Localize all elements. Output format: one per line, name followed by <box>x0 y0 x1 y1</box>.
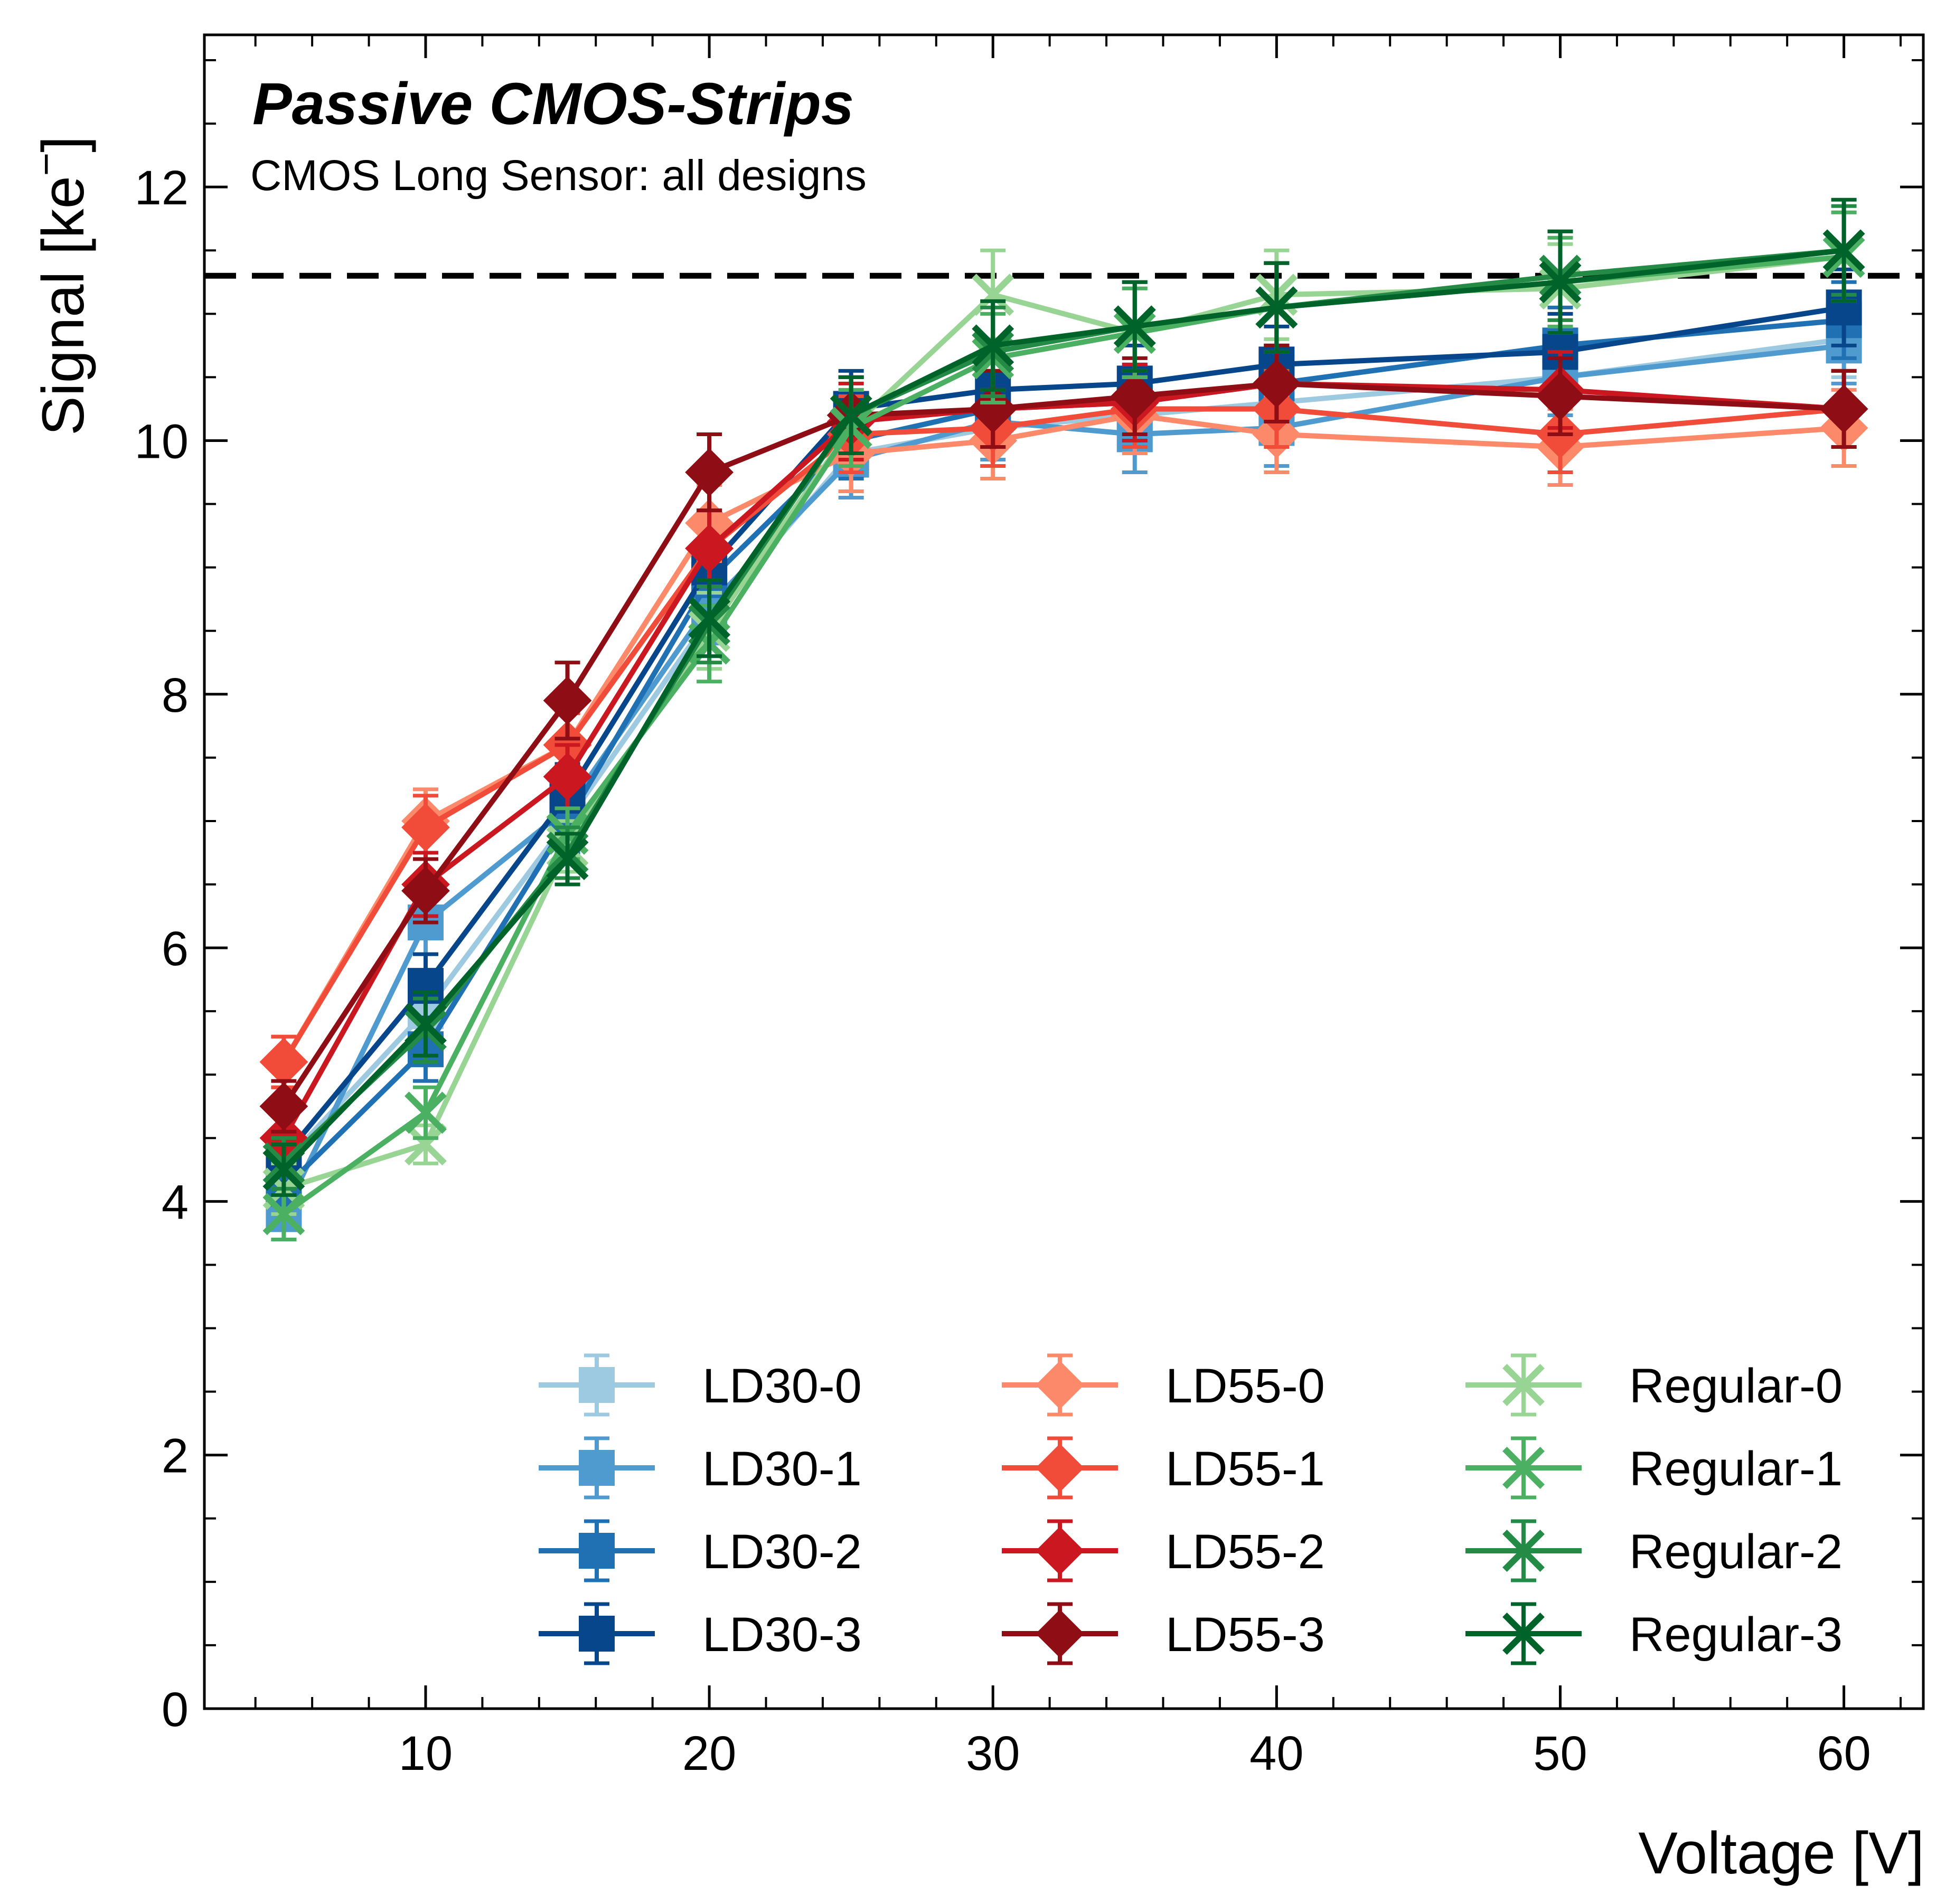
legend-entry-LD55-1: LD55-1 <box>1002 1436 1325 1500</box>
legend-entry-LD55-3: LD55-3 <box>1002 1602 1325 1665</box>
x-marker-stroke <box>546 838 589 880</box>
legend-label: LD55-2 <box>1166 1525 1325 1579</box>
chart-title: Passive CMOS-Strips <box>252 71 854 137</box>
diamond-marker <box>1819 384 1868 433</box>
plot-frame <box>203 33 1925 1710</box>
x-tick-label: 50 <box>1533 1727 1587 1780</box>
x-marker-stroke <box>262 1193 305 1236</box>
series-line <box>281 412 1844 1063</box>
legend-entry-LD55-2: LD55-2 <box>1002 1519 1325 1582</box>
x-tick-label: 40 <box>1249 1727 1303 1780</box>
y-tick-label: 10 <box>135 414 189 468</box>
series-line <box>281 406 1845 1063</box>
x-tick-label: 30 <box>966 1727 1020 1780</box>
legend-entry-Regular-2: Regular-2 <box>1465 1519 1843 1582</box>
x-marker-stroke <box>1255 286 1298 329</box>
x-axis-label: Voltage [V] <box>1638 1820 1924 1886</box>
legend-entry-Regular-3: Regular-3 <box>1465 1602 1843 1665</box>
axis-tick-labels: 10 20 30 40 50 60 0 2 4 6 8 10 12 <box>135 161 1871 1780</box>
legend-entry-LD30-1: LD30-1 <box>539 1436 862 1500</box>
x-marker-stroke <box>1822 229 1865 272</box>
legend-label: Regular-1 <box>1629 1442 1843 1496</box>
diamond-marker <box>1110 372 1159 421</box>
x-marker-stroke <box>688 597 731 639</box>
x-marker-stroke <box>1502 1613 1545 1655</box>
series-line <box>281 343 1845 1215</box>
x-marker-stroke <box>405 1003 447 1045</box>
x-tick-label: 20 <box>682 1727 736 1780</box>
diamond-marker <box>1036 1444 1084 1492</box>
x-tick-label: 10 <box>399 1727 453 1780</box>
x-marker-stroke <box>972 324 1014 367</box>
legend-entry-LD30-3: LD30-3 <box>539 1602 862 1665</box>
x-marker-stroke <box>1539 261 1582 304</box>
diamond-marker <box>1536 372 1585 421</box>
legend-label: LD55-0 <box>1166 1359 1325 1413</box>
legend-label: LD30-1 <box>702 1442 862 1496</box>
legend-label: Regular-0 <box>1629 1359 1843 1413</box>
x-marker-stroke <box>1502 1447 1545 1489</box>
y-tick-label: 2 <box>162 1429 189 1483</box>
series-layer <box>259 197 1868 1241</box>
legend-label: LD55-3 <box>1166 1608 1325 1662</box>
x-tick-label: 60 <box>1817 1727 1871 1780</box>
diamond-marker <box>259 1038 308 1087</box>
square-marker <box>579 1367 615 1403</box>
y-axis-label: Signal [ke−] <box>24 136 96 436</box>
legend-entry-Regular-1: Regular-1 <box>1465 1436 1843 1500</box>
x-marker-stroke <box>405 1123 447 1166</box>
chart-subtitle: CMOS Long Sensor: all designs <box>250 152 867 200</box>
legend-entry-LD55-0: LD55-0 <box>1002 1353 1325 1417</box>
diamond-marker <box>1036 1361 1084 1409</box>
diamond-marker <box>685 448 734 497</box>
x-marker-stroke <box>1113 305 1156 348</box>
legend: LD30-0 LD30-1 LD30-2 LD30-3 LD55-0 LD55-1 LD55… <box>539 1353 1843 1665</box>
legend-label: LD30-0 <box>702 1359 862 1413</box>
legend-label: Regular-2 <box>1629 1525 1843 1579</box>
diamond-marker <box>401 866 450 915</box>
diamond-marker <box>401 803 450 852</box>
legend-label: LD55-1 <box>1166 1442 1325 1496</box>
y-tick-label: 4 <box>162 1175 189 1229</box>
square-marker <box>579 1616 615 1652</box>
diamond-marker <box>1036 1526 1084 1575</box>
square-marker <box>579 1450 615 1486</box>
legend-label: Regular-3 <box>1629 1608 1843 1662</box>
series-Regular-3 <box>262 197 1865 1197</box>
legend-label: LD30-2 <box>702 1525 862 1579</box>
y-tick-label: 0 <box>162 1683 189 1737</box>
square-marker <box>579 1533 615 1569</box>
x-marker-stroke <box>1502 1530 1545 1572</box>
diamond-marker <box>543 752 592 801</box>
y-axis-label-close: ] <box>30 136 96 153</box>
axis-ticks <box>204 35 1923 1710</box>
x-marker-stroke <box>1502 1364 1545 1406</box>
diamond-marker <box>1252 359 1301 408</box>
diamond-marker <box>259 1082 308 1131</box>
x-marker-stroke <box>405 1091 447 1134</box>
diamond-marker <box>685 524 734 573</box>
legend-label: LD30-3 <box>702 1608 862 1662</box>
legend-entry-Regular-0: Regular-0 <box>1465 1353 1843 1417</box>
y-axis-label-main: Signal [ke <box>30 176 96 436</box>
y-tick-label: 12 <box>135 161 189 215</box>
x-marker-stroke <box>262 1148 305 1191</box>
y-tick-label: 6 <box>162 922 189 976</box>
series-line <box>281 305 1845 1159</box>
series-line <box>281 317 1845 1191</box>
legend-entry-LD30-2: LD30-2 <box>539 1519 862 1582</box>
series-line <box>281 248 1845 1172</box>
diamond-marker <box>1036 1609 1084 1658</box>
y-tick-label: 8 <box>162 668 189 722</box>
series-line <box>281 381 1844 1139</box>
series-line <box>281 381 1844 1108</box>
x-marker-stroke <box>830 394 872 437</box>
legend-entry-LD30-0: LD30-0 <box>539 1353 862 1417</box>
diamond-marker <box>543 676 592 725</box>
y-axis-label-superscript: − <box>24 153 69 176</box>
